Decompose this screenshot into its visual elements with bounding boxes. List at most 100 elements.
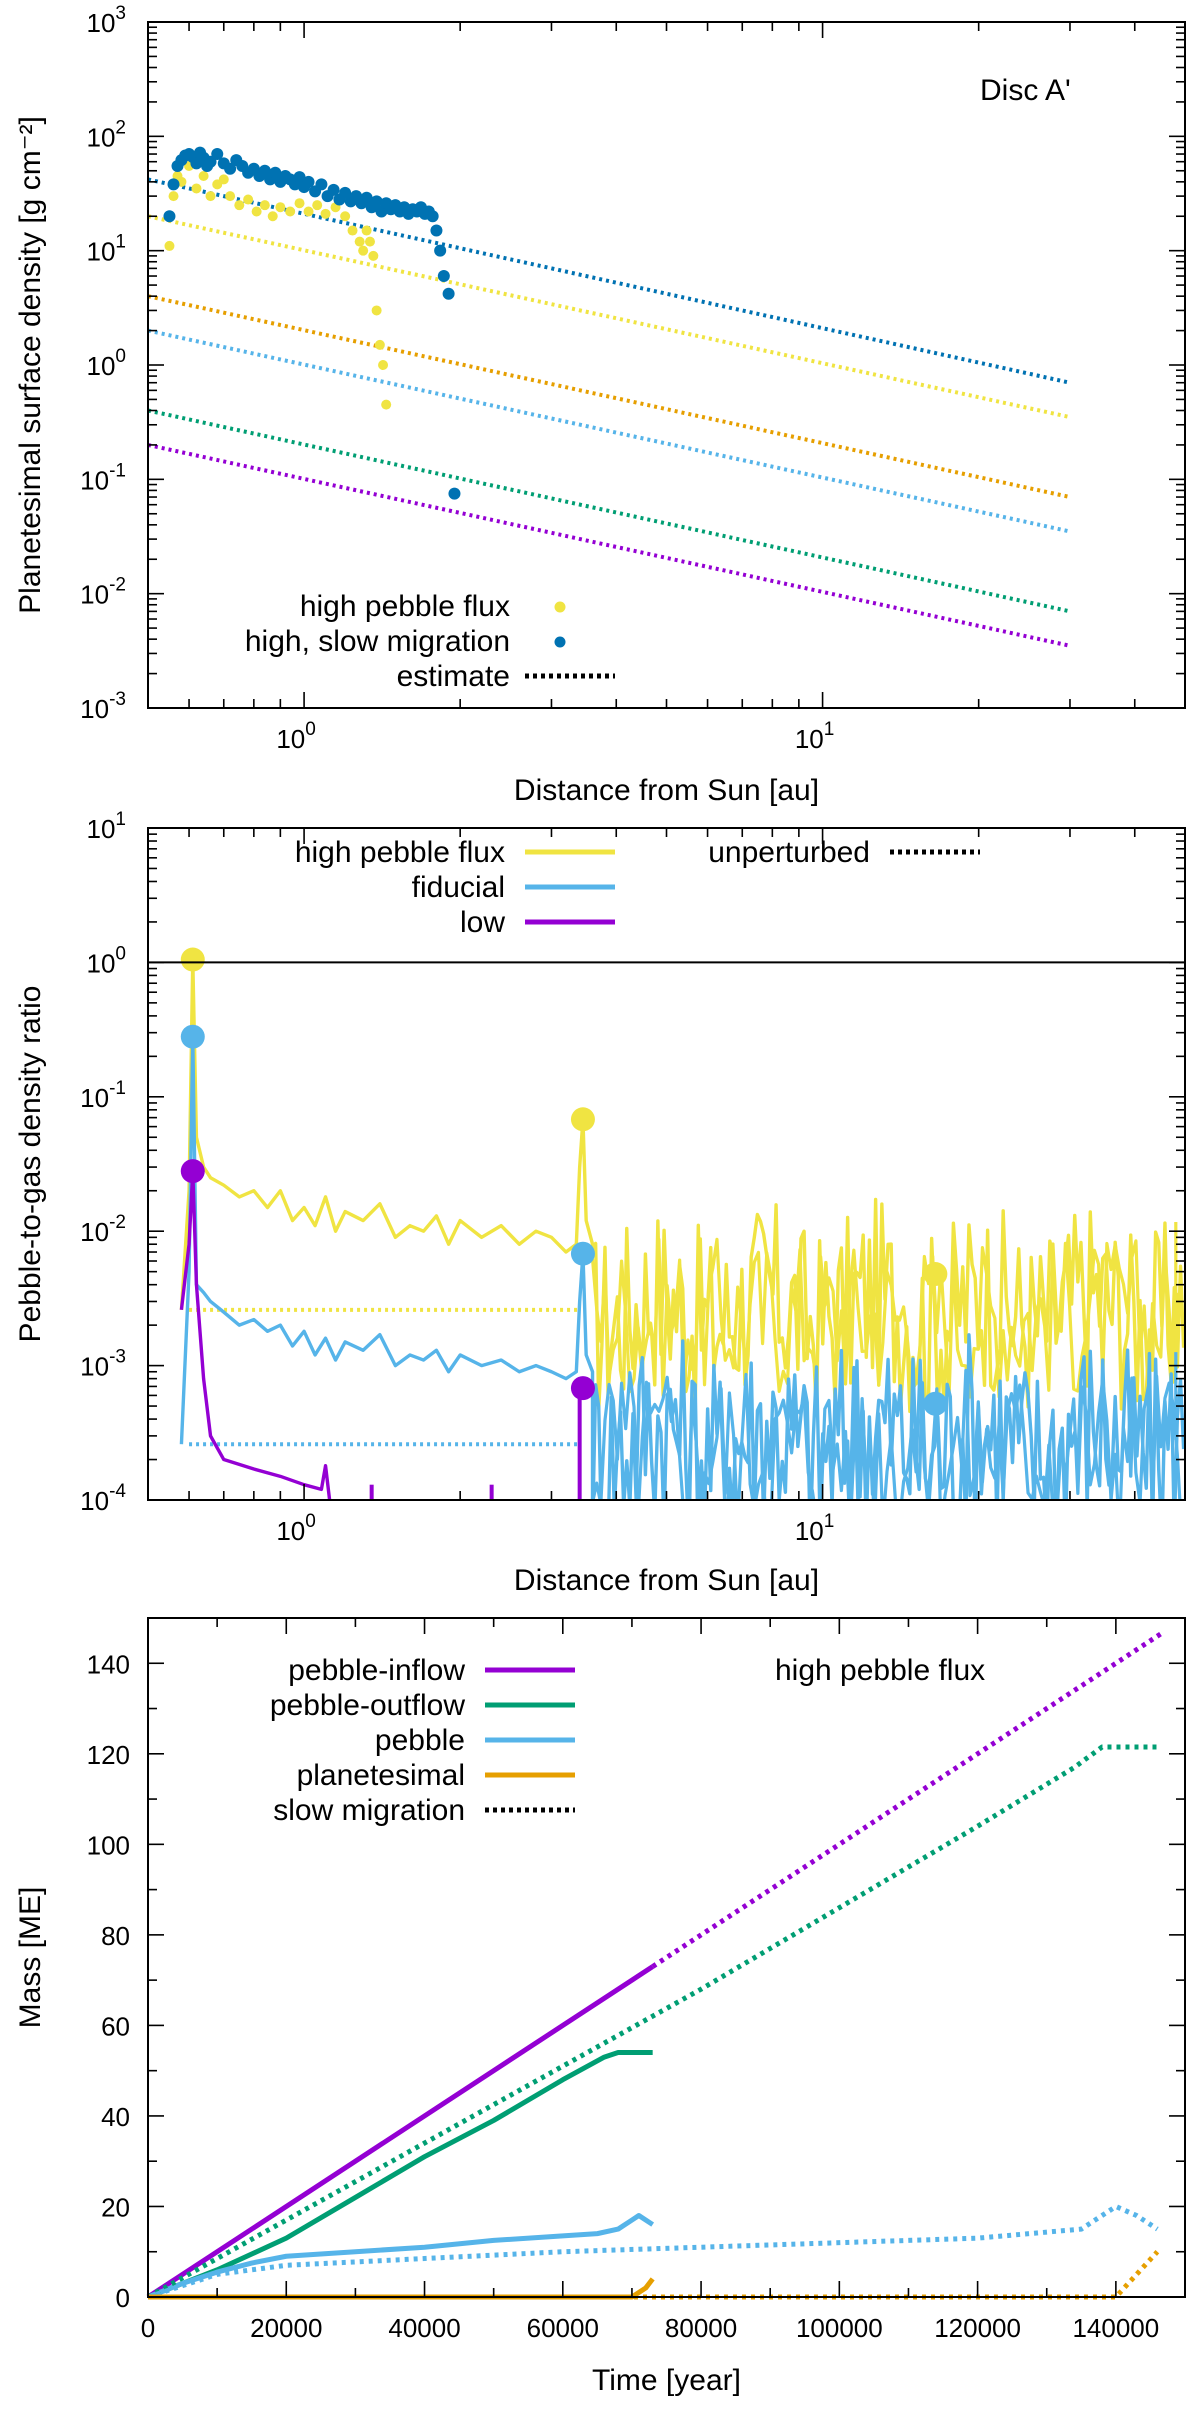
estimate-lines [147,177,1071,648]
x-axis-label: Distance from Sun [au] [514,1564,819,1597]
legend-label-high-pebble-flux: high pebble flux [300,590,510,623]
data-point [378,360,389,370]
series-line [146,1964,655,2300]
data-point [327,183,340,196]
data-point [191,183,202,194]
x-tick-label: 120000 [934,2313,1021,2343]
panel-pebble-gas-ratio: 100 101 10-4 10-3 10-2 10-1 100 101 Distance fr… [14,809,1186,1597]
data-point [354,236,365,247]
y-tick-label: 100 [87,1830,130,1860]
data-point [347,225,358,236]
data-point [225,191,236,202]
data-point [205,191,216,202]
legend-label-pebble-inflow: pebble-inflow [288,1654,465,1687]
y-tick-label: 10-2 [80,1212,126,1247]
y-tick-label: 10-3 [80,1347,126,1382]
legend-swatch [554,636,566,648]
data-point [293,171,306,184]
legend-label-planetesimal: planetesimal [297,1759,465,1792]
series-line [147,2213,655,2300]
data-point [339,186,352,199]
data-point [211,148,224,161]
y-tick-label: 10-4 [80,1481,126,1516]
data-point [320,208,331,219]
x-axis-label: Time [year] [592,2364,741,2397]
y-tick-label: 101 [87,232,127,267]
data-point [430,224,443,237]
panel-annotation: Disc A' [980,74,1071,107]
peak-marker [180,947,205,972]
legend-label-pebble: pebble [375,1724,465,1757]
data-point [251,206,262,217]
data-point [448,487,461,500]
tick-marks [147,21,1186,709]
legend: high pebble flux fiducial low unperturbe… [295,836,980,939]
series-line [179,1035,1185,1500]
tick-marks [147,1618,1185,2298]
y-tick-label: 103 [87,3,127,38]
series-line [179,957,1185,1417]
data-point [163,210,176,223]
legend-swatch [554,601,566,613]
data-point [340,211,351,222]
series-line [146,1744,1158,2300]
y-tick-label: 120 [87,1740,130,1770]
y-axis-label: Planetesimal surface density [g cm⁻²] [14,116,47,614]
x-tick-label: 0 [141,2313,155,2343]
data-point [198,170,209,181]
data-point [294,198,305,209]
x-tick-label: 20000 [250,2313,322,2343]
data-point [368,250,379,261]
legend: pebble-inflow pebble-outflow pebble plan… [270,1654,575,1827]
peak-marker [923,1262,948,1287]
x-tick-label: 100 [276,719,316,754]
peak-marker [923,1391,948,1416]
series-line [147,2050,653,2300]
x-tick-label: 101 [795,1511,835,1546]
panel-mass-vs-time: 0 20000 40000 60000 80000 100000 120000 140000 0… [14,1617,1186,2397]
series-line [147,2203,1159,2300]
data-point [303,206,314,217]
legend-label-low: low [460,906,505,939]
data-point [434,244,447,257]
y-tick-label: 80 [101,1921,130,1951]
scatter-points [163,146,461,500]
x-axis-label: Distance from Sun [au] [514,774,819,807]
peak-marker [570,1107,595,1132]
unperturbed-lines [189,1307,580,1447]
data-point [312,200,323,211]
data-point [234,200,245,211]
y-tick-label: 140 [87,1649,130,1679]
x-tick-label: 40000 [388,2313,460,2343]
tick-marks [147,827,1186,1501]
data-point [243,194,254,205]
series-lines [146,1629,1166,2300]
y-tick-label: 0 [116,2283,130,2313]
x-tick-label: 80000 [665,2313,737,2343]
x-tick-label: 101 [795,719,835,754]
x-tick-label: 140000 [1072,2313,1159,2343]
series-line [148,2277,655,2300]
peak-marker [180,1159,205,1184]
y-tick-label: 10-1 [80,1078,126,1113]
plot-frame [147,1617,1186,2298]
x-tick-label: 100000 [796,2313,883,2343]
estimate-line [147,177,1071,385]
series-lines [179,957,1185,1500]
data-point [426,210,439,223]
data-point [360,191,373,204]
y-tick-label: 101 [87,809,127,844]
data-point [259,200,270,211]
estimate-line [147,294,1071,499]
tick-labels: 0 20000 40000 60000 80000 100000 120000 140000 0… [87,1649,1160,2343]
y-tick-label: 100 [87,346,127,381]
y-axis-label: Pebble-to-gas density ratio [14,986,47,1343]
y-tick-label: 20 [101,2192,130,2222]
y-tick-label: 10-2 [80,575,126,610]
x-tick-label: 60000 [527,2313,599,2343]
data-point [285,206,296,217]
data-point [164,240,175,251]
legend-label-fiducial: fiducial [412,871,505,904]
panel-annotation: high pebble flux [775,1654,985,1687]
